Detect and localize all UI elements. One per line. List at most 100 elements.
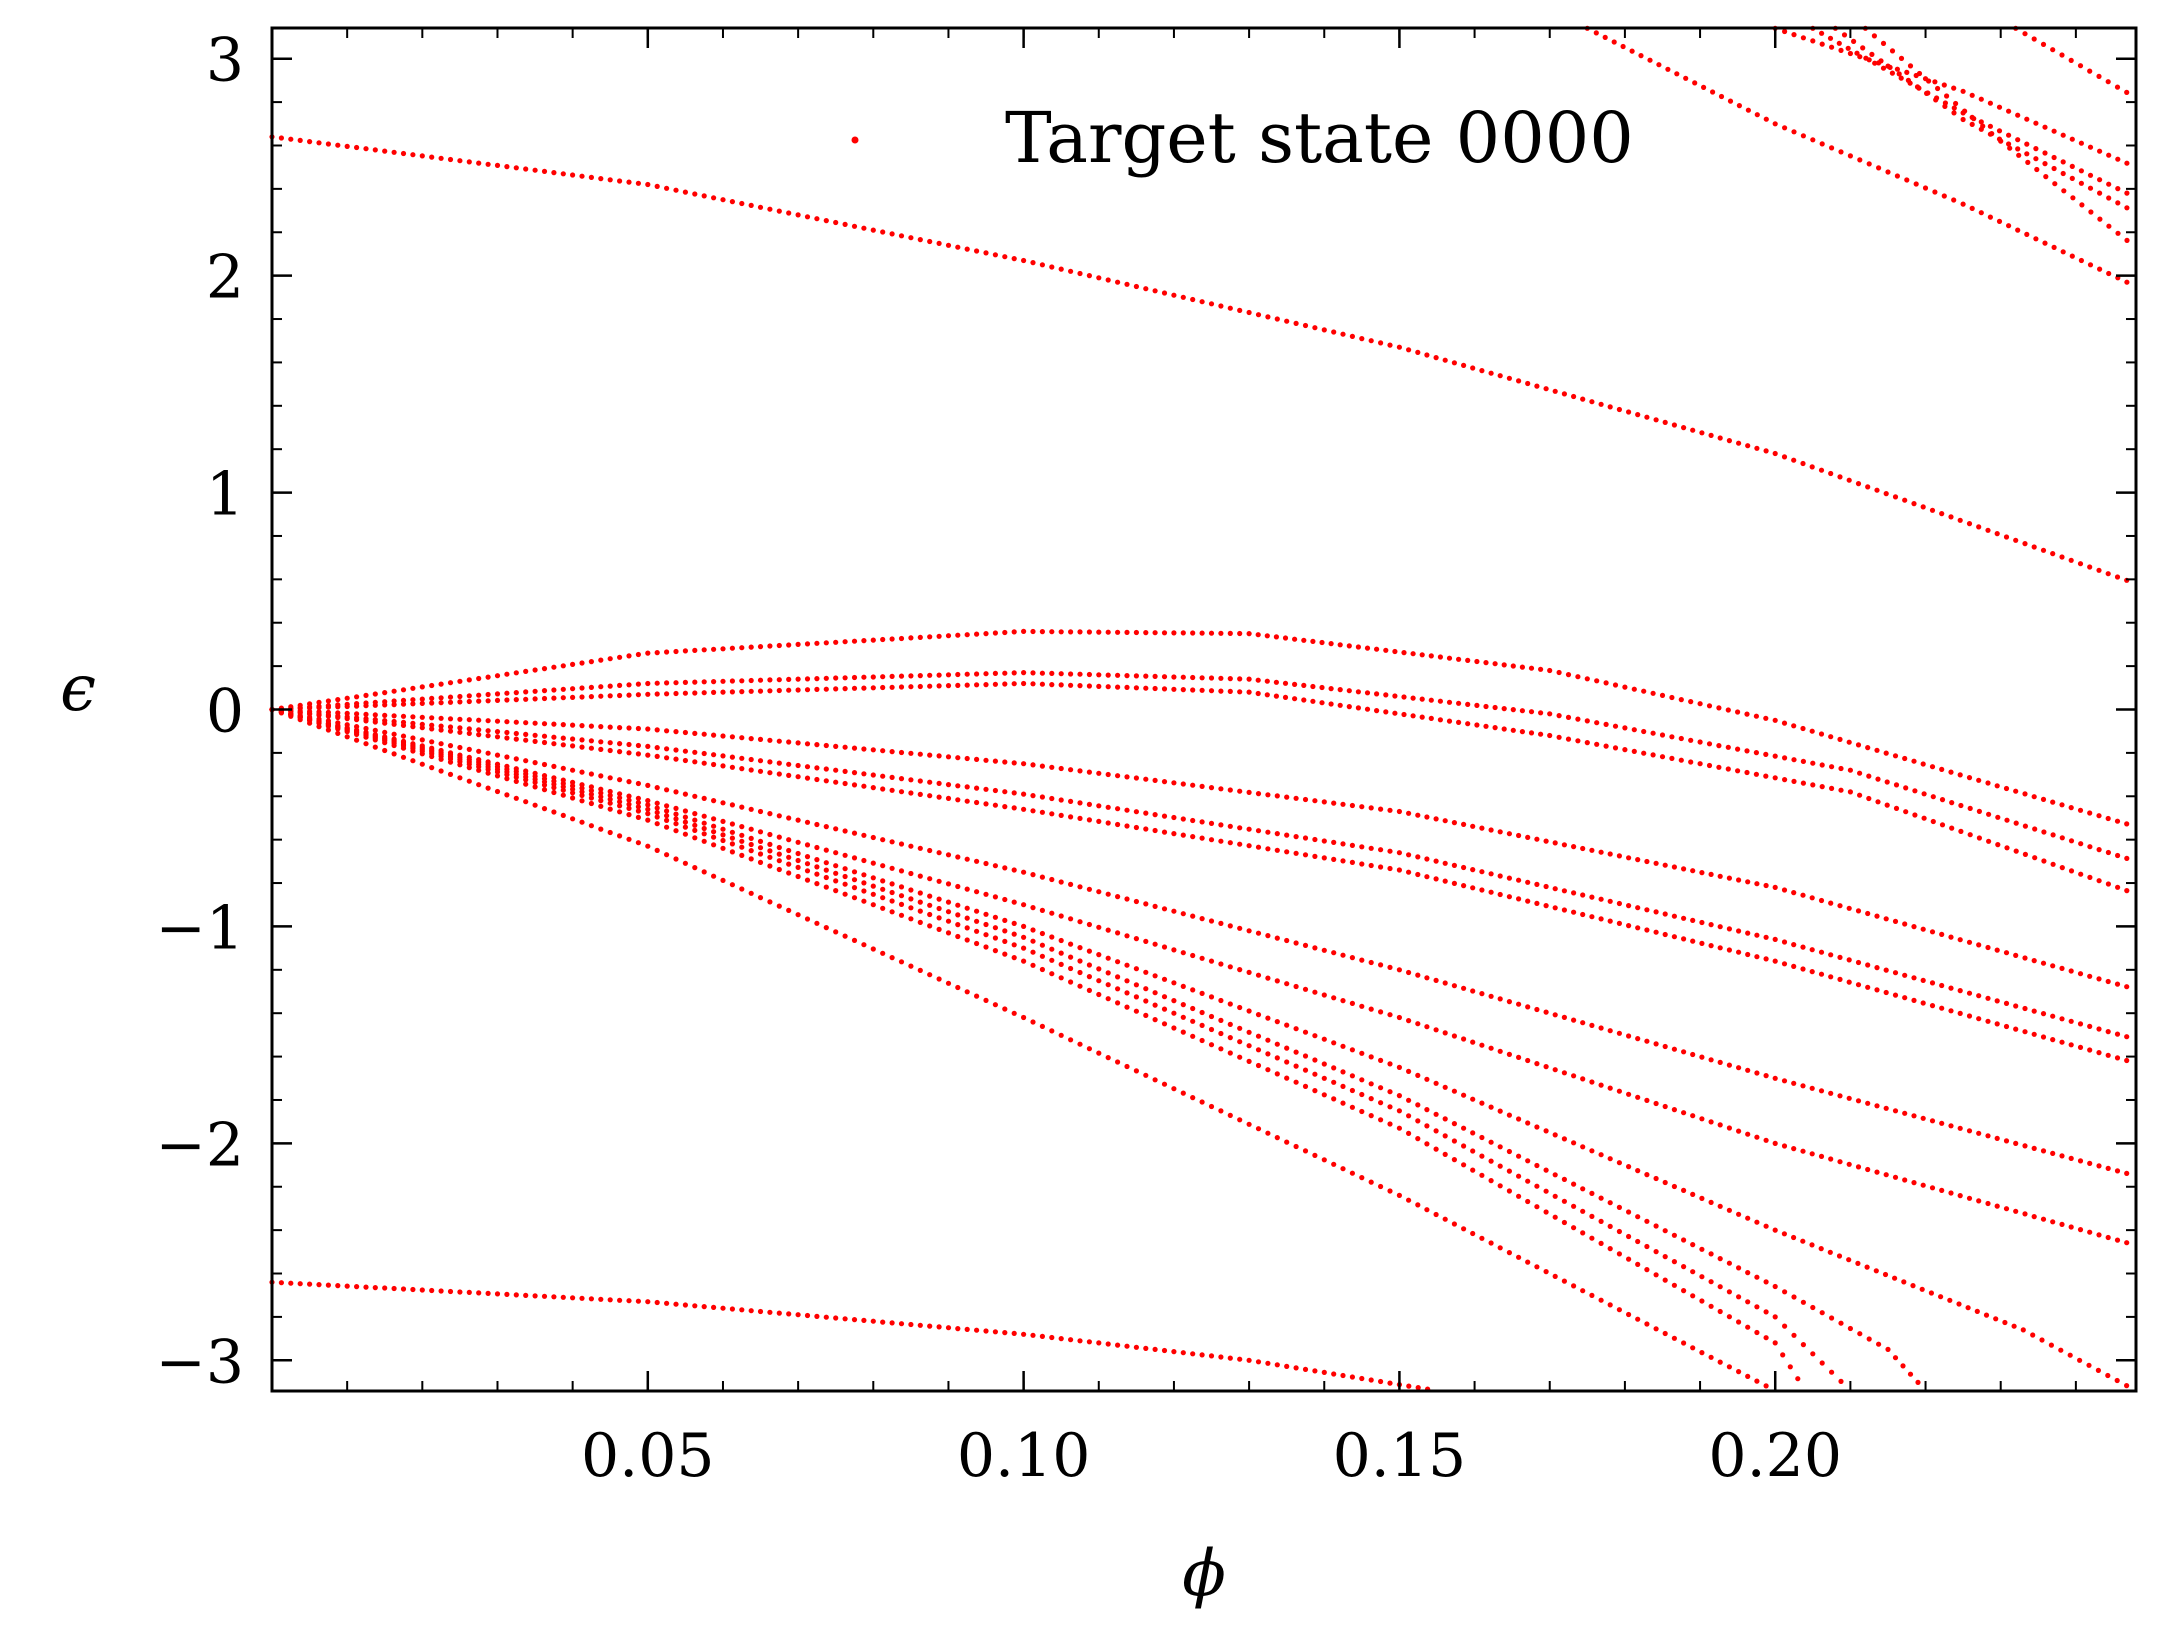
- data-point: [983, 997, 989, 1004]
- data-point: [532, 696, 538, 702]
- data-point: [2069, 253, 2075, 259]
- data-point: [1971, 116, 1977, 122]
- data-point: [1161, 290, 1168, 296]
- data-point: [1115, 959, 1121, 965]
- data-point: [1708, 1199, 1714, 1205]
- data-point: [720, 837, 726, 844]
- data-point: [1543, 386, 1549, 392]
- data-point: [1626, 1091, 1632, 1097]
- data-point: [1598, 1297, 1604, 1303]
- data-point: [1828, 900, 1834, 906]
- data-point: [1124, 896, 1130, 902]
- data-point: [654, 800, 660, 806]
- data-point: [870, 637, 876, 643]
- data-point: [1364, 645, 1371, 651]
- data-point: [1171, 980, 1177, 986]
- data-point: [908, 1321, 914, 1328]
- data-point: [1935, 85, 1941, 92]
- data-point: [2078, 180, 2084, 186]
- data-point: [851, 895, 858, 901]
- data-point: [372, 712, 378, 718]
- data-point: [476, 748, 482, 754]
- data-point: [1674, 71, 1680, 77]
- data-point: [974, 993, 980, 999]
- data-point: [1442, 860, 1448, 866]
- data-point: [1152, 685, 1158, 692]
- data-point: [1133, 936, 1139, 942]
- data-point: [1697, 701, 1703, 707]
- data-point: [757, 895, 764, 901]
- data-point: [1571, 1225, 1577, 1231]
- data-point: [1616, 406, 1622, 413]
- data-point: [1302, 796, 1309, 803]
- data-point: [776, 738, 782, 744]
- data-point: [1068, 881, 1074, 888]
- data-point: [2043, 174, 2049, 180]
- data-point: [513, 774, 519, 780]
- data-point: [1180, 294, 1186, 300]
- data-point: [1152, 990, 1158, 996]
- data-point: [1791, 942, 1797, 948]
- data-point: [1488, 1139, 1494, 1145]
- data-point: [1171, 1025, 1177, 1031]
- data-point: [1930, 818, 1936, 825]
- data-point: [1488, 1240, 1494, 1246]
- data-point: [325, 1282, 331, 1288]
- data-point: [1772, 1314, 1778, 1320]
- data-point: [635, 651, 642, 658]
- data-point: [466, 1289, 472, 1295]
- series-band-12: [269, 706, 1844, 1384]
- data-point: [2031, 36, 2037, 42]
- data-point: [2050, 832, 2056, 838]
- data-point: [607, 796, 613, 802]
- data-point: [485, 1290, 491, 1296]
- data-point: [560, 722, 566, 728]
- data-point: [1171, 908, 1177, 914]
- data-point: [1264, 678, 1270, 684]
- data-point: [1002, 896, 1008, 903]
- data-point: [1525, 879, 1531, 885]
- data-point: [551, 789, 557, 796]
- data-point: [1246, 928, 1252, 934]
- data-point: [429, 753, 435, 760]
- data-point: [607, 1297, 613, 1303]
- data-point: [1782, 1323, 1788, 1329]
- data-point: [1105, 804, 1111, 810]
- data-point: [664, 808, 670, 814]
- data-point: [1907, 63, 1914, 69]
- data-point: [1506, 1250, 1512, 1256]
- data-point: [757, 838, 764, 845]
- data-point: [955, 632, 961, 638]
- data-point: [1865, 1166, 1871, 1173]
- data-point: [635, 742, 642, 749]
- data-point: [1837, 736, 1843, 743]
- y-tick-label: 3: [206, 26, 244, 96]
- data-point: [861, 880, 867, 886]
- data-point: [1497, 1048, 1503, 1054]
- data-point: [1690, 917, 1696, 924]
- data-point: [1892, 494, 1899, 500]
- data-point: [1237, 630, 1243, 637]
- data-point: [1199, 990, 1205, 997]
- data-point: [626, 653, 632, 659]
- data-point: [739, 689, 745, 695]
- data-point: [382, 148, 388, 154]
- data-point: [1928, 1290, 1934, 1296]
- data-point: [1957, 772, 1963, 778]
- data-point: [1883, 967, 1889, 973]
- data-point: [786, 1311, 792, 1317]
- data-point: [833, 639, 839, 645]
- data-point: [1892, 1355, 1899, 1361]
- data-point: [908, 684, 914, 690]
- data-point: [974, 908, 980, 914]
- data-point: [344, 729, 350, 735]
- data-point: [1631, 748, 1637, 755]
- data-point: [1392, 648, 1398, 655]
- data-point: [711, 1304, 717, 1310]
- data-point: [1021, 902, 1027, 908]
- data-point: [2025, 159, 2031, 165]
- data-point: [1838, 787, 1844, 793]
- data-point: [1461, 985, 1467, 991]
- data-point: [870, 883, 876, 889]
- data-point: [476, 767, 482, 773]
